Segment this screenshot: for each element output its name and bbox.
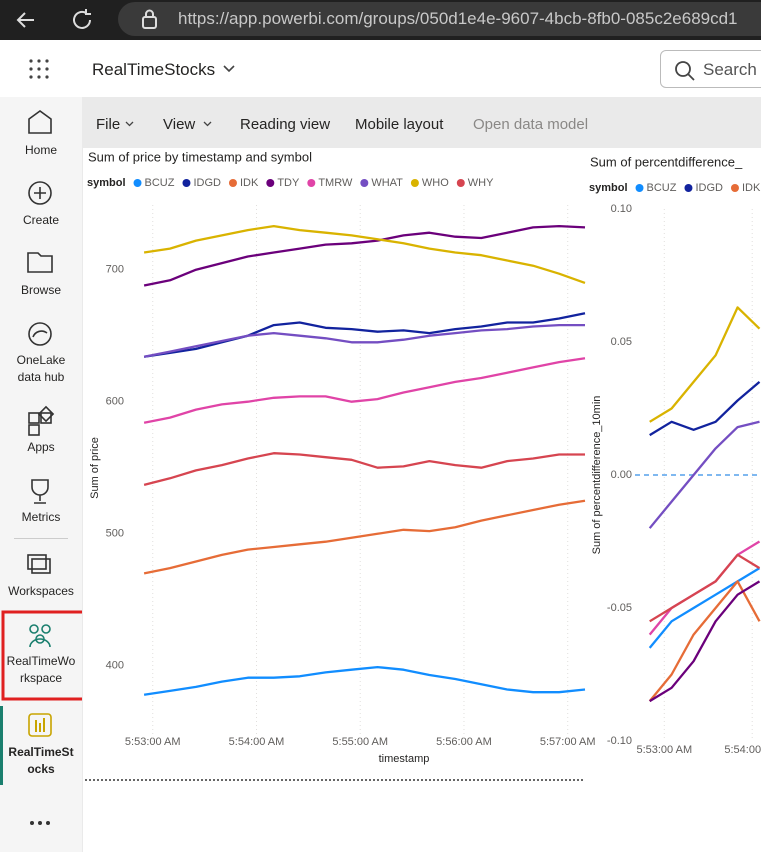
series-line <box>143 357 586 424</box>
legend-label: TDY <box>277 177 300 189</box>
legend-label: WHAT <box>371 177 403 189</box>
series-line <box>143 452 585 487</box>
y-tick-label: 0.00 <box>611 469 632 481</box>
series-line <box>143 499 586 575</box>
report-title[interactable]: RealTimeStocks <box>92 60 216 79</box>
search-icon <box>675 61 695 81</box>
legend-swatch <box>635 184 644 192</box>
series-line <box>143 224 586 284</box>
x-tick-label: 5:53:00 AM <box>636 744 692 756</box>
legend-title: symbol <box>87 177 126 189</box>
y-tick-label: -0.10 <box>607 735 632 747</box>
nav-browse[interactable]: Browse <box>20 283 61 297</box>
search-box[interactable]: Search <box>660 50 761 88</box>
menu-chevrons <box>125 121 212 127</box>
nav-workspace[interactable]: RealTimeWorkspace <box>6 654 76 685</box>
legend-label: IDK <box>742 182 761 194</box>
series-line <box>143 323 585 358</box>
menu-open-data-model[interactable]: Open data model <box>473 116 589 133</box>
y-axis-label: Sum of price <box>89 437 101 499</box>
y-tick-label: 700 <box>106 264 124 276</box>
nav-onelake[interactable]: OneLake data hub <box>16 353 66 384</box>
legend-label: WHO <box>422 177 449 189</box>
lock-icon <box>142 9 157 29</box>
menu-mobile-layout[interactable]: Mobile layout <box>355 116 444 133</box>
series-line <box>649 553 761 623</box>
nav-icons <box>0 110 82 825</box>
legend-label: IDGD <box>193 177 221 189</box>
legend-label: WHY <box>468 177 494 189</box>
x-axis-label: timestamp <box>379 753 430 765</box>
y-tick-label: 400 <box>106 660 124 672</box>
series-line <box>649 580 761 703</box>
chevron[interactable] <box>222 64 236 74</box>
report-canvas <box>83 148 761 852</box>
series-line <box>143 665 586 696</box>
chart-title: Sum of price by timestamp and symbol <box>88 149 312 164</box>
y-axis-label: Sum of percentdifference_10min <box>591 396 603 555</box>
series-line <box>143 224 586 287</box>
legend-label: IDGD <box>695 182 723 194</box>
series-line <box>143 312 586 358</box>
legend-title: symbol <box>589 182 628 194</box>
nav-workspaces[interactable]: Workspaces <box>8 584 74 598</box>
series-line <box>648 580 761 702</box>
legend-label: BCUZ <box>647 182 677 194</box>
legend-swatch <box>266 179 275 187</box>
app-launcher[interactable] <box>28 58 50 80</box>
nav-report[interactable]: RealTimeStocks <box>8 745 74 776</box>
series-line <box>648 420 760 529</box>
nav-home[interactable]: Home <box>24 143 57 157</box>
x-tick-label: 5:54:00 AM <box>724 744 761 756</box>
legend-swatch <box>456 179 465 187</box>
series-line <box>648 567 761 649</box>
y-tick-label: 0.05 <box>611 336 632 348</box>
legend-swatch <box>684 184 693 192</box>
menu-file[interactable]: File <box>96 116 121 133</box>
nav-create[interactable]: Create <box>22 213 60 227</box>
legend-swatch <box>410 179 419 187</box>
y-tick-label: 500 <box>106 528 124 540</box>
menu-reading-view[interactable]: Reading view <box>240 116 331 133</box>
y-tick-label: 600 <box>106 396 124 408</box>
app-header <box>0 40 761 97</box>
nav-apps[interactable]: Apps <box>27 440 55 454</box>
legend-swatch <box>133 179 142 187</box>
legend-label: BCUZ <box>145 177 175 189</box>
legend-swatch <box>360 179 369 187</box>
legend-swatch <box>307 179 316 187</box>
y-tick-label: 0.10 <box>611 203 632 215</box>
y-tick-label: -0.05 <box>607 602 632 614</box>
legend-swatch <box>730 184 739 192</box>
url-bar[interactable]: https://app.powerbi.com/groups/050d1e4e-… <box>118 2 761 36</box>
menu-view[interactable]: View <box>163 116 196 133</box>
legend-label: TMRW <box>318 177 353 189</box>
legend-swatch <box>228 179 237 187</box>
series-line <box>649 381 761 437</box>
series-line <box>649 306 761 423</box>
legend-swatch <box>182 179 191 187</box>
chart-title: Sum of percentdifference_ <box>590 154 743 169</box>
legend-label: IDK <box>240 177 259 189</box>
nav-metrics[interactable]: Metrics <box>21 510 61 524</box>
browser-controls[interactable] <box>14 8 94 32</box>
